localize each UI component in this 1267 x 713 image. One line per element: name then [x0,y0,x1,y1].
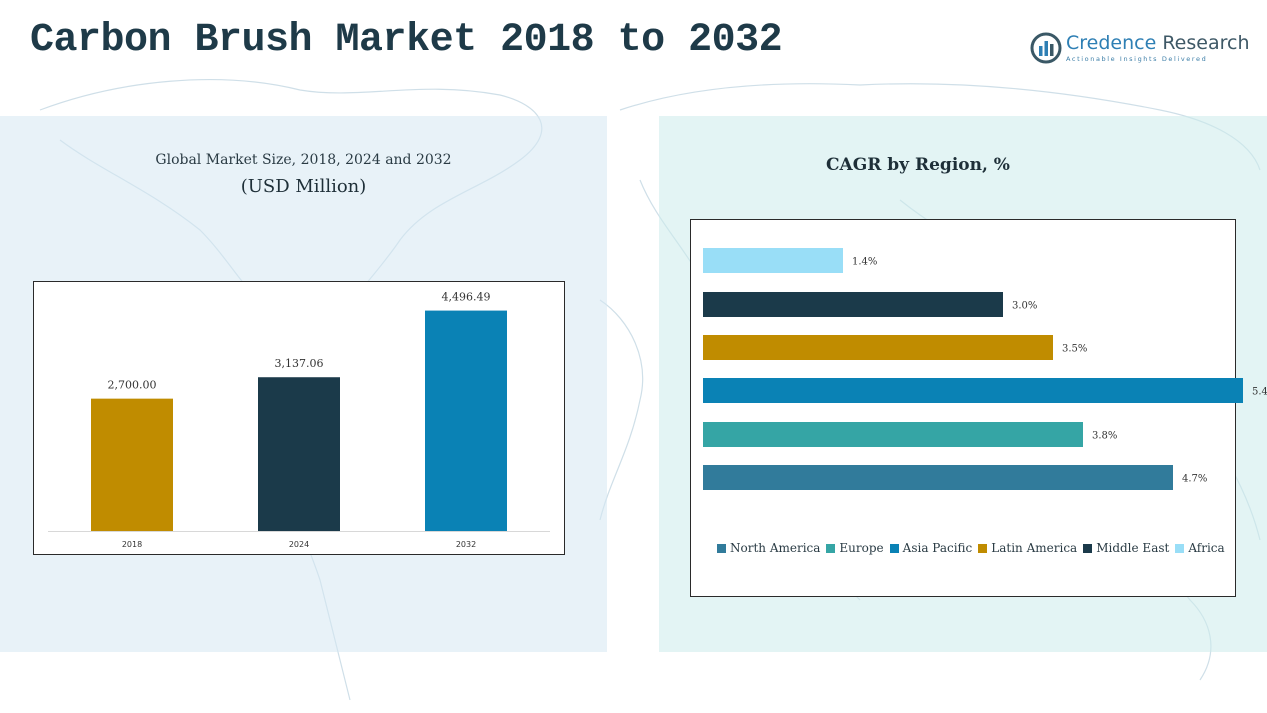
cagr-bar-africa [703,248,843,273]
cagr-bar-north-america [703,465,1173,490]
market-size-bar-2018 [91,398,173,531]
page-title: Carbon Brush Market 2018 to 2032 [30,18,783,63]
legend-label: Africa [1188,541,1225,555]
logo-tagline: Actionable Insights Delivered [1066,55,1208,63]
cagr-value-label: 4.7% [1182,474,1207,485]
legend-label: Latin America [991,541,1078,555]
market-size-value-label: 3,137.06 [275,357,324,370]
cagr-chart-title: CAGR by Region, % [826,155,1010,175]
legend-item: Europe [826,541,884,555]
cagr-legend: North America Europe Asia Pacific Latin Ame… [717,541,1225,555]
market-size-chart-subtitle: (USD Million) [240,176,367,197]
legend-swatch [826,543,836,553]
credence-logo-icon [1030,32,1062,64]
cagr-bar-asia-pacific [703,378,1243,403]
market-size-chart-title: Global Market Size, 2018, 2024 and 2032 [155,152,452,168]
legend-label: Europe [839,541,884,555]
legend-swatch [978,543,988,553]
cagr-bar-latin-america [703,335,1053,360]
cagr-value-label: 3.0% [1012,301,1037,312]
cagr-chart-frame [690,219,1236,597]
cagr-bar-europe [703,422,1083,447]
cagr-value-label: 3.8% [1092,431,1117,442]
legend-label: North America [730,541,821,555]
market-size-x-tick: 2018 [122,540,142,549]
brand-logo: Credence Research Actionable Insights De… [1030,30,1249,70]
cagr-value-label: 1.4% [852,257,877,268]
legend-label: Middle East [1096,541,1170,555]
legend-item: Africa [1175,541,1225,555]
legend-item: Latin America [978,541,1077,555]
legend-label: Asia Pacific [902,541,973,555]
legend-item: Asia Pacific [889,541,973,555]
market-size-value-label: 2,700.00 [108,379,157,392]
legend-item: North America [717,541,820,555]
cagr-value-label: 3.5% [1062,344,1087,355]
market-size-value-label: 4,496.49 [442,291,491,304]
market-size-x-tick: 2032 [456,540,476,549]
market-size-bar-2024 [258,377,340,531]
cagr-value-label: 5.4% [1252,387,1267,398]
logo-name-part2: Research [1162,32,1250,54]
legend-swatch [1083,543,1093,553]
cagr-bar-middle-east [703,292,1003,317]
logo-name-part1: Credence [1066,32,1157,54]
legend-swatch [717,543,726,553]
legend-swatch [889,543,899,553]
logo-name: Credence Research [1066,32,1249,54]
market-size-bar-2032 [425,310,507,531]
legend-swatch [1175,543,1185,553]
legend-item: Middle East [1083,541,1169,555]
market-size-x-tick: 2024 [289,540,309,549]
